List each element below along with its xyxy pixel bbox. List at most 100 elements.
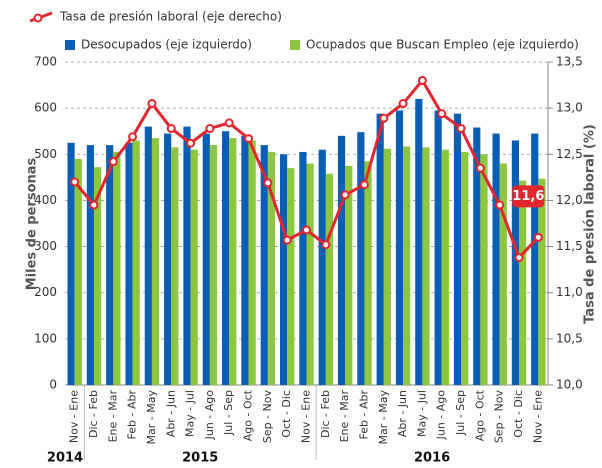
bar <box>325 173 334 385</box>
x-tick-label: Mar - May <box>145 390 158 445</box>
bar <box>422 147 430 385</box>
x-tick-label: Ene - Mar <box>338 390 351 443</box>
bar <box>190 149 198 385</box>
line-point <box>302 225 311 235</box>
y-axis-label: Miles de personas <box>25 157 40 290</box>
bar <box>260 145 268 385</box>
bar <box>299 151 307 385</box>
x-group-label: 2016 <box>414 451 450 466</box>
x-tick-label: Dic - Feb <box>319 390 332 438</box>
y2-tick-label: 12,0 <box>556 193 583 207</box>
bar <box>287 168 295 385</box>
x-tick-label: May - Jul <box>184 390 197 437</box>
bar <box>279 154 288 385</box>
bar <box>183 126 191 385</box>
bar <box>511 140 520 385</box>
line-point <box>70 177 80 187</box>
line-point <box>186 138 196 148</box>
bar <box>267 151 276 385</box>
bar <box>383 148 391 385</box>
x-tick-label: Feb - Abr <box>357 390 370 440</box>
bar <box>318 149 326 385</box>
x-tick-label: Nov - Ene <box>531 390 544 443</box>
line-point <box>147 99 157 109</box>
line-point <box>128 132 138 142</box>
bar <box>132 140 140 385</box>
bar <box>519 180 527 385</box>
y2-tick-label: 13,0 <box>556 101 583 115</box>
y-tick-label: 100 <box>34 331 57 345</box>
legend-marker <box>33 13 43 23</box>
bar <box>86 145 94 385</box>
line-point <box>224 118 234 128</box>
y2-tick-label: 11,5 <box>556 239 583 253</box>
line-point <box>340 190 350 200</box>
x-tick-label: Sep - Nov <box>261 390 274 444</box>
value-label: 11,6 <box>512 189 544 204</box>
x-tick-label: Nov - Ene <box>300 390 313 443</box>
x-tick-label: Oct - Dic <box>512 390 525 438</box>
x-tick-label: Ene - Mar <box>106 390 119 443</box>
y2-tick-label: 12,5 <box>556 147 583 161</box>
x-tick-label: Jul - Sep <box>222 390 235 436</box>
line-point <box>456 123 466 133</box>
line-point <box>282 235 292 245</box>
legend: Tasa de presión laboral (eje derecho) Des… <box>29 10 579 52</box>
bar <box>222 131 230 385</box>
x-tick-label: Feb - Abr <box>126 390 139 440</box>
line-point <box>359 180 369 190</box>
legend-swatch <box>290 40 300 50</box>
line-point <box>89 200 99 210</box>
y2-axis-label: Tasa de presión laboral (%) <box>583 124 598 324</box>
y-tick-label: 600 <box>34 101 57 115</box>
line-point <box>533 232 543 242</box>
y-tick-label: 200 <box>34 285 57 299</box>
bar <box>499 163 507 385</box>
bar <box>538 178 546 385</box>
line-point <box>244 134 254 144</box>
y-tick-label: 500 <box>34 147 57 161</box>
bar <box>125 142 133 385</box>
y-tick-label: 0 <box>49 378 57 392</box>
x-group-label: 2014 <box>47 451 83 466</box>
line-point <box>475 163 485 173</box>
x-tick-label: Dic - Feb <box>87 390 100 438</box>
line-point <box>379 113 389 123</box>
bar <box>395 110 404 385</box>
x-tick-label: Nov - Ene <box>68 390 81 443</box>
line-point <box>108 157 118 167</box>
bar <box>202 133 210 385</box>
line-point <box>398 99 408 109</box>
bar <box>376 113 384 386</box>
bar <box>345 165 353 385</box>
bar <box>441 149 449 385</box>
x-tick-label: Mar - May <box>377 390 390 445</box>
line-point <box>205 123 215 133</box>
x-tick-label: Sep - Nov <box>493 390 506 444</box>
y-tick-label: 300 <box>34 239 57 253</box>
bar <box>171 147 179 385</box>
bar <box>357 132 365 385</box>
bar <box>93 167 102 385</box>
legend-label: Ocupados que Buscan Empleo (eje izquierd… <box>306 38 579 52</box>
legend-swatch <box>65 40 75 50</box>
bar <box>74 158 82 385</box>
line-point <box>263 178 273 188</box>
line-point <box>514 253 524 263</box>
bar <box>209 145 218 385</box>
bar <box>306 163 314 385</box>
bar <box>473 127 481 385</box>
bar <box>415 98 423 386</box>
y2-tick-label: 10,0 <box>556 378 583 392</box>
bar <box>434 110 442 385</box>
bar <box>531 133 539 385</box>
legend-label: Desocupados (eje izquierdo) <box>81 38 252 52</box>
bar <box>403 146 411 385</box>
x-group-label: 2015 <box>182 451 218 466</box>
y-tick-label: 400 <box>34 193 57 207</box>
x-tick-label: Jun - Ago <box>435 390 448 441</box>
legend-label: Tasa de presión laboral (eje derecho) <box>59 10 282 24</box>
x-tick-label: Jun - Ago <box>203 390 216 441</box>
x-tick-label: Jul - Sep <box>454 390 467 436</box>
